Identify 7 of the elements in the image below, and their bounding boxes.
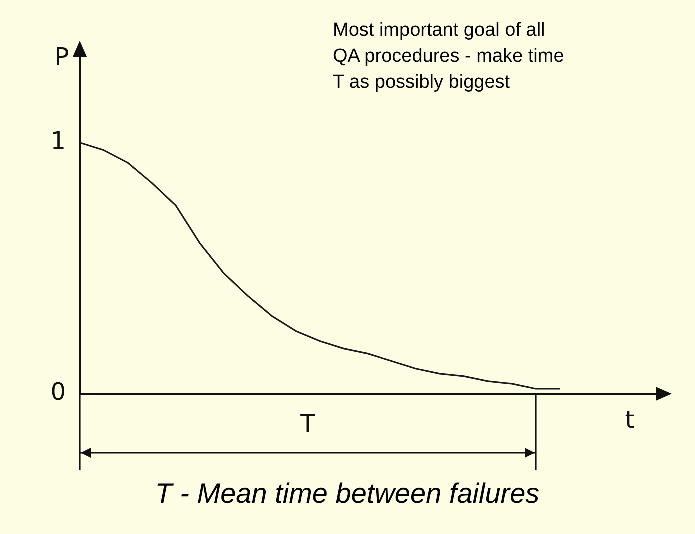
x-axis-title: t [625,406,635,434]
text: T - Mean time between failures [154,478,541,510]
y-axis-title: P [54,43,70,72]
text: T [300,410,316,438]
y-tick-label: 0 [50,378,66,406]
y-tick-label: 1 [50,127,66,156]
annotation: Most important goal of all QA procedures - make time T as possibly biggest [333,19,566,95]
